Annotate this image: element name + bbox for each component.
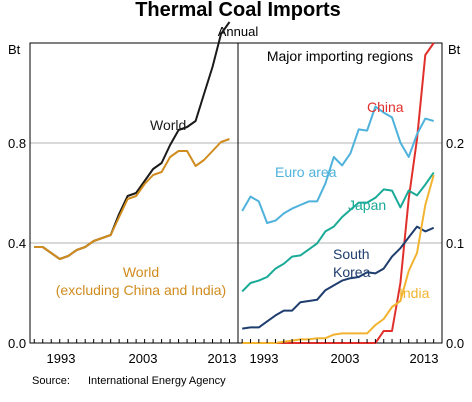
series-label-india: India (399, 285, 430, 301)
series-label-korea-line1: South (333, 246, 370, 262)
series-line-euro (241, 105, 434, 224)
series-line-korea (242, 225, 435, 330)
gridlines (30, 142, 442, 244)
series-label-euro: Euro area (275, 164, 337, 180)
series-label-japan: Japan (348, 197, 386, 213)
series-label-world-ex-line2: (excluding China and India) (56, 282, 226, 298)
series-line-japan (241, 172, 435, 293)
right-xtick-label: 2003 (331, 351, 360, 366)
series-label-world: World (150, 117, 186, 133)
right-ytick-label: 0.0 (446, 336, 464, 351)
series-line-world (34, 21, 231, 260)
chart-title: Thermal Coal Imports (135, 0, 341, 21)
left-xtick-label: 1993 (47, 351, 76, 366)
left-xtick-label: 2003 (129, 351, 158, 366)
right-ytick-label: 0.1 (446, 236, 464, 251)
left-ytick-label: 0.4 (8, 236, 26, 251)
series-label-china: China (367, 99, 404, 115)
right-ytick-label: 0.2 (446, 136, 464, 151)
left-xtick-label: 2013 (208, 351, 237, 366)
left-axis-unit: Bt (8, 42, 21, 57)
right-xtick-label: 2013 (410, 351, 439, 366)
left-ytick-label: 0.0 (8, 336, 26, 351)
series-label-korea-line2: Korea (333, 264, 371, 280)
tick-marks (33, 339, 435, 343)
right-axis-unit: Bt (448, 42, 461, 57)
right-xtick-label: 1993 (250, 351, 279, 366)
series-label-world-ex-line1: World (123, 264, 159, 280)
source-text: International Energy Agency (88, 375, 226, 387)
right-panel-title: Major importing regions (267, 48, 413, 64)
source-label: Source: (32, 375, 70, 387)
chart-subtitle: Annual (218, 24, 259, 39)
series-layer (34, 21, 435, 344)
left-ytick-label: 0.8 (8, 136, 26, 151)
series-line-india (242, 174, 435, 344)
plot-frame (29, 42, 443, 344)
series-line-world_ex (34, 138, 230, 260)
